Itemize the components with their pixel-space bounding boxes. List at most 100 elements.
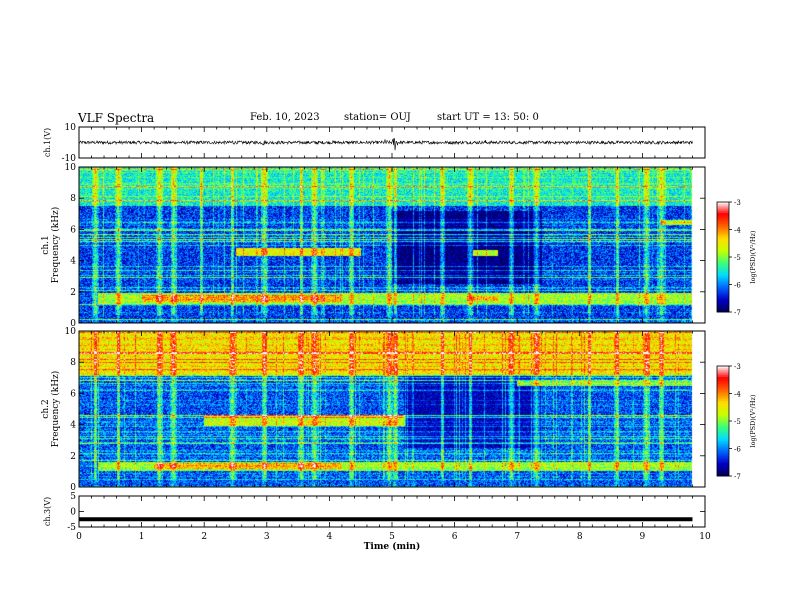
- colorbar-tick-label: -5: [734, 254, 741, 262]
- colorbar-2-segment: [717, 382, 729, 385]
- colorbar-2-segment: [717, 397, 729, 400]
- colorbar-2-segment: [717, 413, 729, 416]
- colorbar-1-segment: [717, 216, 729, 219]
- colorbar-2-segment: [717, 393, 729, 396]
- spectrogram-ch1: [79, 167, 705, 323]
- waveform-traces: [78, 137, 693, 522]
- colorbar-2-segment: [717, 367, 729, 371]
- ch1-channel-label: ch.1: [41, 235, 51, 254]
- colorbar-tick-label: -3: [734, 199, 741, 207]
- ch1-spectrogram-tick-label: 2: [70, 288, 76, 298]
- colorbar-2-segment: [717, 459, 729, 462]
- x-tick-label: 2: [201, 532, 207, 542]
- ch1-spectrogram-tick-label: 0: [70, 319, 76, 329]
- colorbar-2-segment: [717, 443, 729, 446]
- colorbar-2-segment: [717, 430, 729, 433]
- colorbar-2-segment: [717, 411, 729, 415]
- colorbar-1-segment: [717, 255, 729, 258]
- colorbar-1-segment: [717, 310, 729, 313]
- colorbar-1-label: log(PSD)(V²/Hz): [749, 230, 757, 283]
- colorbar-1-segment: [717, 247, 729, 251]
- colorbar-1-segment: [717, 203, 729, 207]
- colorbar-2-segment: [717, 435, 729, 438]
- colorbar-1-segment: [717, 207, 729, 210]
- colorbar-1-segment: [717, 246, 729, 249]
- colorbar-1-segment: [717, 297, 729, 300]
- colorbar-2-segment: [717, 432, 729, 435]
- colorbar-2-segment: [717, 446, 729, 449]
- x-tick-label: 7: [514, 532, 520, 542]
- colorbar-tick-label: -4: [734, 391, 741, 399]
- ch1-spectrogram-tick-label: 10: [65, 163, 77, 173]
- colorbar-2-segment: [717, 448, 729, 451]
- axes-frames: [78, 126, 732, 528]
- colorbar-tick-label: -7: [734, 309, 741, 317]
- colorbar-1-segment: [717, 264, 729, 267]
- colorbar-2-segment: [717, 422, 729, 426]
- x-tick-label: 6: [452, 532, 458, 542]
- colorbar-2-segment: [717, 402, 729, 405]
- colorbar-tick-label: -7: [734, 473, 741, 481]
- colorbar-1-segment: [717, 251, 729, 254]
- ch3-waveform-tick-label: 5: [70, 492, 76, 502]
- ch3-waveform-ylabel: ch.3(V): [43, 497, 52, 526]
- colorbar-tick-label: -6: [734, 446, 741, 454]
- colorbar-1-segment: [717, 275, 729, 278]
- colorbar-tick-label: -5: [734, 418, 741, 426]
- colorbar-1-segment: [717, 227, 729, 230]
- colorbar-1-segment: [717, 302, 729, 306]
- colorbar-1-segment: [717, 306, 729, 309]
- ch3-waveform-tick-label: -5: [67, 523, 76, 533]
- colorbar-1-segment: [717, 209, 729, 212]
- colorbar-1-segment: [717, 249, 729, 252]
- colorbar-1-segment: [717, 273, 729, 276]
- colorbar-2-segment: [717, 417, 729, 420]
- colorbar-1-segment: [717, 229, 729, 232]
- ch3-waveform-tick-label: 0: [70, 508, 76, 518]
- colorbar-1-segment: [717, 260, 729, 263]
- colorbar-2-segment: [717, 369, 729, 372]
- ch1-spectrogram-tick-label: 6: [70, 225, 76, 235]
- x-tick-label: 4: [327, 532, 333, 542]
- colorbar-1-segment: [717, 224, 729, 227]
- x-tick-label: 3: [264, 532, 270, 542]
- colorbar-1-segment: [717, 205, 729, 208]
- colorbar-1-segment: [717, 235, 729, 238]
- colorbar-2-segment: [717, 437, 729, 440]
- colorbar-1-segment: [717, 304, 729, 307]
- colorbar-2-segment: [717, 466, 729, 470]
- colorbar-2-segment: [717, 391, 729, 394]
- colorbar-1-segment: [717, 295, 729, 298]
- colorbar-1-segment: [717, 253, 729, 256]
- colorbar-2-segment: [717, 371, 729, 374]
- colorbar-2-segment: [717, 441, 729, 444]
- spectrogram-ch2: [79, 331, 705, 487]
- colorbar-2-segment: [717, 415, 729, 418]
- colorbar-2-segment: [717, 452, 729, 455]
- colorbar-2-segment: [717, 384, 729, 387]
- colorbar-tick-label: -4: [734, 227, 741, 235]
- colorbar-2-segment: [717, 461, 729, 464]
- ch2-spectrogram-tick-label: 2: [70, 452, 76, 462]
- colorbar-1-segment: [717, 220, 729, 223]
- colorbar-1-segment: [717, 301, 729, 304]
- ch1-waveform-trace: [78, 137, 693, 151]
- colorbar-2-segment: [717, 433, 729, 437]
- colorbar-1-segment: [717, 308, 729, 311]
- ch2-frequency-ylabel: Frequency (kHz): [50, 371, 61, 448]
- colorbar-2-segment: [717, 380, 729, 383]
- colorbar-1-segment: [717, 214, 729, 218]
- spectrogram-images: [79, 167, 729, 487]
- colorbar-2-segment: [717, 465, 729, 468]
- colorbar-tick-label: -3: [734, 363, 741, 371]
- colorbar-2-segment: [717, 410, 729, 413]
- colorbar-2-segment: [717, 404, 729, 407]
- colorbar-2-segment: [717, 463, 729, 466]
- colorbar-2-segment: [717, 389, 729, 393]
- colorbar-2-segment: [717, 377, 729, 380]
- ch1-waveform-tick-label: 10: [65, 123, 77, 133]
- colorbar-2-segment: [717, 455, 729, 459]
- colorbar-1-segment: [717, 225, 729, 229]
- x-axis-label: Time (min): [364, 541, 421, 552]
- colorbar-1-segment: [717, 244, 729, 247]
